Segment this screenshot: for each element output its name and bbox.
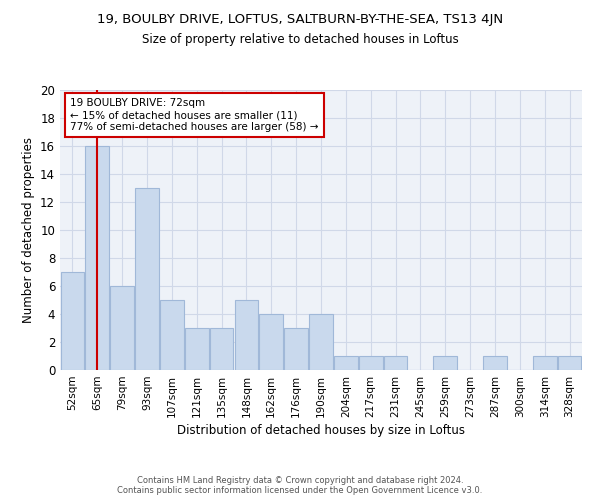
Bar	[384, 356, 407, 370]
Bar	[160, 300, 184, 370]
Bar	[135, 188, 159, 370]
Text: 19, BOULBY DRIVE, LOFTUS, SALTBURN-BY-THE-SEA, TS13 4JN: 19, BOULBY DRIVE, LOFTUS, SALTBURN-BY-TH…	[97, 12, 503, 26]
Y-axis label: Number of detached properties: Number of detached properties	[22, 137, 35, 323]
Bar	[284, 328, 308, 370]
Bar	[61, 272, 84, 370]
X-axis label: Distribution of detached houses by size in Loftus: Distribution of detached houses by size …	[177, 424, 465, 437]
Text: Size of property relative to detached houses in Loftus: Size of property relative to detached ho…	[142, 32, 458, 46]
Text: 19 BOULBY DRIVE: 72sqm
← 15% of detached houses are smaller (11)
77% of semi-det: 19 BOULBY DRIVE: 72sqm ← 15% of detached…	[70, 98, 319, 132]
Text: Contains public sector information licensed under the Open Government Licence v3: Contains public sector information licen…	[118, 486, 482, 495]
Bar	[210, 328, 233, 370]
Bar	[483, 356, 507, 370]
Bar	[85, 146, 109, 370]
Bar	[533, 356, 557, 370]
Bar	[185, 328, 209, 370]
Bar	[334, 356, 358, 370]
Bar	[259, 314, 283, 370]
Bar	[558, 356, 581, 370]
Bar	[309, 314, 333, 370]
Bar	[110, 286, 134, 370]
Bar	[235, 300, 258, 370]
Bar	[433, 356, 457, 370]
Bar	[359, 356, 383, 370]
Text: Contains HM Land Registry data © Crown copyright and database right 2024.: Contains HM Land Registry data © Crown c…	[137, 476, 463, 485]
